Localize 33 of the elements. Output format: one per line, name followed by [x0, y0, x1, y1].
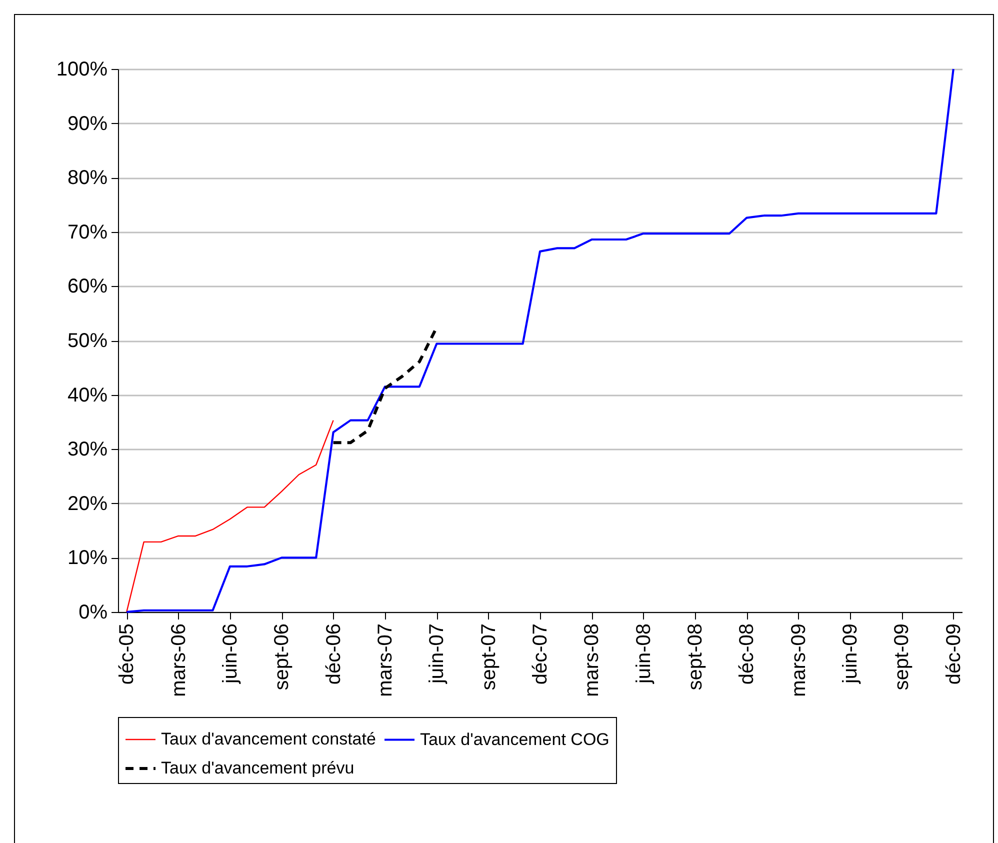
x-tick-label: déc-06 [322, 624, 345, 685]
y-tick-label: 70% [67, 221, 108, 244]
legend-label: Taux d'avancement constaté [161, 730, 376, 748]
x-tick-label: mars-09 [788, 624, 810, 697]
legend-label: Taux d'avancement COG [420, 730, 610, 749]
x-tick-label: juin-08 [632, 624, 655, 685]
legend-label: Taux d'avancement prévu [161, 758, 354, 778]
x-tick-label: juin-09 [840, 624, 862, 685]
x-tick-label: sept-09 [891, 624, 914, 690]
line-series [126, 420, 334, 613]
x-tick-label: mars-06 [168, 624, 190, 697]
line-series [126, 68, 954, 614]
y-tick-label: 80% [67, 167, 108, 190]
x-tick-label: déc-09 [942, 624, 965, 685]
x-tick-label: sept-07 [478, 624, 500, 690]
x-tick-label: déc-05 [116, 624, 138, 685]
y-tick-label: 90% [67, 112, 108, 135]
y-tick-label: 60% [67, 276, 108, 298]
x-tick-label: mars-08 [581, 624, 604, 697]
y-tick-label: 40% [67, 384, 108, 406]
y-tick-label: 10% [67, 547, 108, 570]
y-tick-label: 30% [67, 438, 108, 461]
y-tick-label: 100% [56, 58, 108, 80]
x-tick-label: sept-08 [684, 624, 707, 690]
x-tick-label: mars-07 [374, 624, 396, 697]
y-tick-label: 20% [67, 492, 108, 515]
x-tick-label: sept-06 [271, 624, 294, 690]
x-tick-label: déc-07 [530, 624, 552, 685]
x-tick-label: déc-08 [736, 624, 758, 685]
y-tick-label: 50% [67, 330, 108, 352]
y-tick-label: 0% [78, 602, 108, 624]
x-tick-label: juin-07 [426, 624, 448, 685]
x-tick-label: juin-06 [219, 624, 242, 685]
